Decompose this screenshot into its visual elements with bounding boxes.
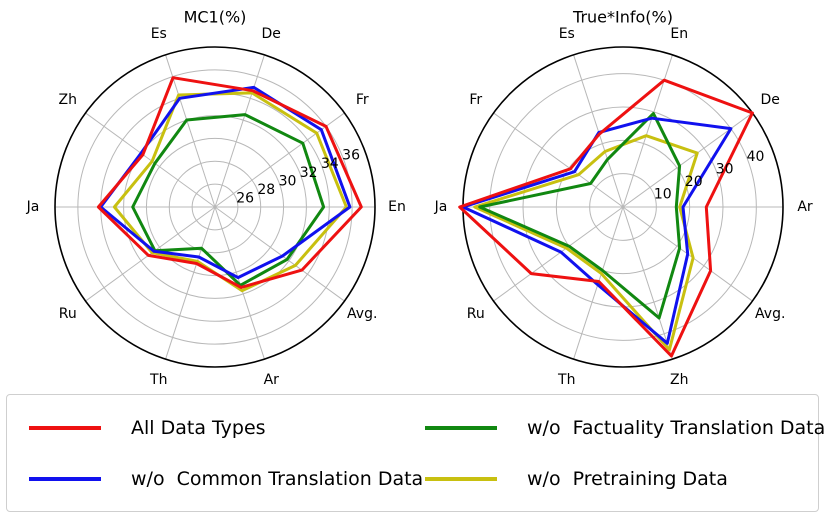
radial-tick-label: 40: [747, 149, 765, 165]
polar-frame: [54, 46, 376, 368]
category-label-avg: Avg.: [347, 306, 377, 322]
spoke-gridline: [85, 206, 216, 302]
category-label-avg: Avg.: [755, 306, 785, 322]
spoke-gridline: [214, 54, 265, 208]
category-label-ru: Ru: [467, 306, 485, 322]
category-label-fr: Fr: [469, 92, 482, 108]
legend-item-pretraining: w/o Pretraining Data: [425, 468, 728, 490]
legend-item-factuality: w/o Factuality Translation Data: [425, 417, 825, 439]
radial-tick-label: 26: [236, 190, 254, 206]
spoke-gridline: [493, 112, 624, 208]
category-label-es: Es: [151, 26, 167, 42]
spoke-gridline: [493, 206, 624, 302]
chart-title: MC1(%): [184, 8, 247, 27]
legend-item-common-translation: w/o Common Translation Data: [29, 468, 423, 490]
legend-label: w/o Common Translation Data: [131, 468, 424, 490]
category-label-de: De: [761, 92, 780, 108]
category-label-th: Th: [149, 372, 167, 388]
legend-label: w/o Factuality Translation Data: [527, 417, 826, 439]
category-label-ar: Ar: [264, 372, 280, 388]
spoke-gridline: [165, 54, 216, 208]
series-line-w-o-factuality-translation-data: [478, 112, 682, 320]
series-line-all-data-types: [96, 76, 363, 289]
series-line-w-o-factuality-translation-data: [131, 113, 326, 287]
legend-label: w/o Pretraining Data: [527, 468, 728, 490]
legend-swatch: [29, 426, 101, 430]
category-label-ja: Ja: [434, 199, 448, 215]
radial-tick-label: 32: [300, 165, 318, 181]
legend-swatch: [425, 477, 497, 481]
spoke-gridline: [214, 206, 345, 302]
spoke-gridline: [214, 112, 345, 208]
radial-tick-label: 36: [342, 148, 360, 164]
category-label-en: En: [670, 26, 688, 42]
series-line-w-o-pretraining-data: [473, 134, 699, 352]
radial-tick-label: 30: [279, 173, 297, 189]
category-label-de: De: [262, 26, 281, 42]
category-label-ja: Ja: [26, 199, 40, 215]
radial-tick-label: 10: [654, 187, 672, 203]
category-label-th: Th: [557, 372, 575, 388]
radar-chart-true-info: 10 20 30 40 Ar De En Es Fr Ja Ru Th Zh Avg. True*Info(…: [434, 8, 813, 389]
chart-title: True*Info(%): [572, 8, 673, 27]
legend-item-all-data-types: All Data Types: [29, 417, 266, 439]
legend-swatch: [425, 426, 497, 430]
category-label-ar: Ar: [797, 199, 813, 215]
legend-swatch: [29, 477, 101, 481]
category-label-fr: Fr: [356, 92, 369, 108]
spoke-gridline: [165, 206, 216, 360]
legend: All Data Types w/o Factuality Translatio…: [6, 394, 825, 512]
legend-label: All Data Types: [131, 417, 266, 439]
spoke-gridline: [85, 112, 216, 208]
radial-tick-label: 34: [321, 156, 339, 172]
spoke-gridline: [573, 54, 624, 208]
category-label-zh: Zh: [59, 92, 77, 108]
radial-tick-label: 28: [257, 182, 275, 198]
category-label-ru: Ru: [59, 306, 77, 322]
radial-tick-label: 20: [685, 174, 703, 190]
category-label-zh: Zh: [670, 372, 688, 388]
radial-tick-label: 30: [716, 162, 734, 178]
spoke-gridline: [622, 206, 673, 360]
series-line-all-data-types: [458, 78, 754, 358]
category-label-en: En: [388, 199, 406, 215]
category-label-es: Es: [559, 26, 575, 42]
